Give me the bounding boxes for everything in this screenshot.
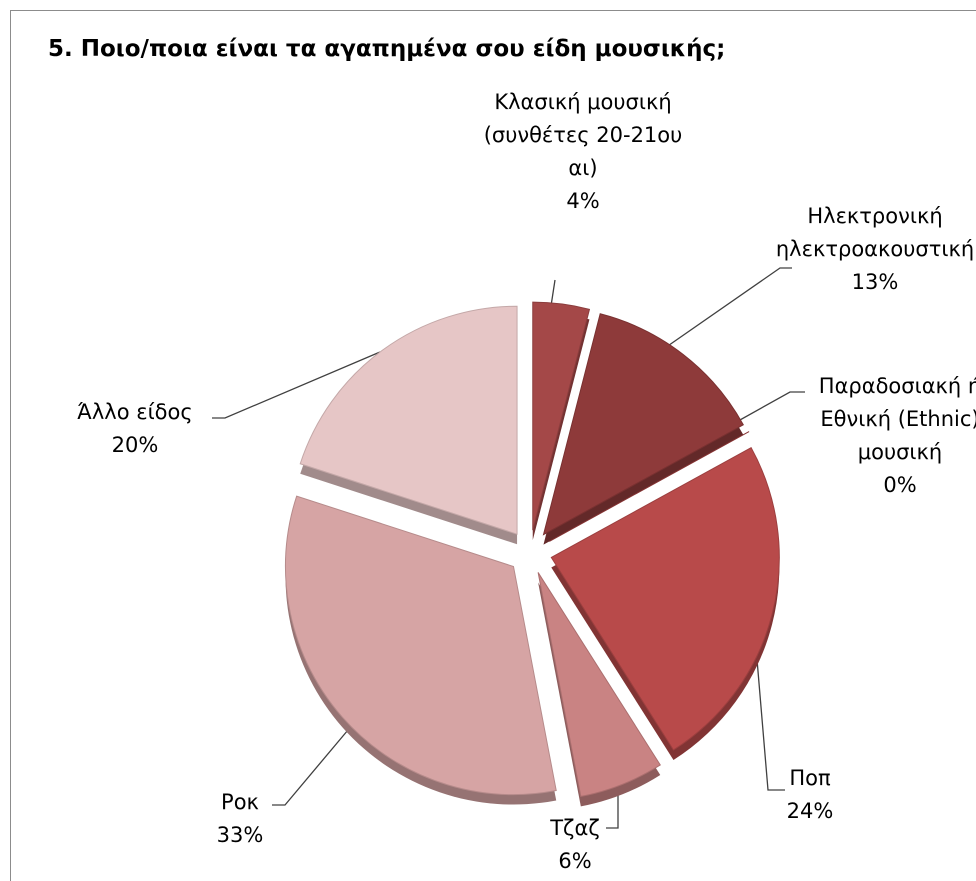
value-label: 20% [111, 433, 159, 457]
leader-line [272, 729, 349, 806]
chart-frame [10, 10, 976, 881]
category-label: Ποπ [789, 766, 831, 790]
chart-title: 5. Ποιο/ποια είναι τα αγαπημένα σου είδη… [48, 36, 726, 62]
leader-line [661, 267, 792, 351]
slice-label: Παραδοσιακή ή Εθνική (Ethnic) μουσική 0% [800, 370, 976, 502]
slice-label: Ηλεκτρονική ηλεκτροακουστική 13% [770, 200, 976, 299]
slice [550, 446, 780, 751]
slice [537, 572, 661, 798]
slice-label: Ροκ 33% [180, 786, 300, 852]
slice [299, 305, 518, 535]
slice-label: Κλασική μουσική (συνθέτες 20-21ου αι) 4% [478, 86, 688, 218]
slice-label: Ποπ 24% [740, 762, 880, 828]
leader-line [550, 279, 556, 307]
leader-line [212, 351, 381, 419]
value-label: 6% [558, 849, 592, 873]
value-label: 24% [786, 799, 834, 823]
value-label: 33% [216, 823, 264, 847]
value-label: 13% [851, 270, 899, 294]
slice [532, 301, 591, 531]
pie [285, 301, 780, 807]
slice [542, 313, 744, 536]
slice-label: Τζαζ 6% [520, 812, 630, 878]
category-label: Παραδοσιακή ή Εθνική (Ethnic) μουσική [818, 374, 976, 464]
value-label: 4% [566, 189, 600, 213]
leader-line [721, 391, 805, 431]
category-label: Ροκ [221, 790, 259, 814]
slice [285, 495, 557, 795]
value-label: 0% [883, 473, 917, 497]
category-label: Άλλο είδος [77, 400, 193, 424]
category-label: Κλασική μουσική (συνθέτες 20-21ου αι) [483, 90, 683, 180]
slice-label: Άλλο είδος 20% [30, 396, 240, 462]
category-label: Ηλεκτρονική ηλεκτροακουστική [775, 204, 975, 261]
category-label: Τζαζ [550, 816, 600, 840]
